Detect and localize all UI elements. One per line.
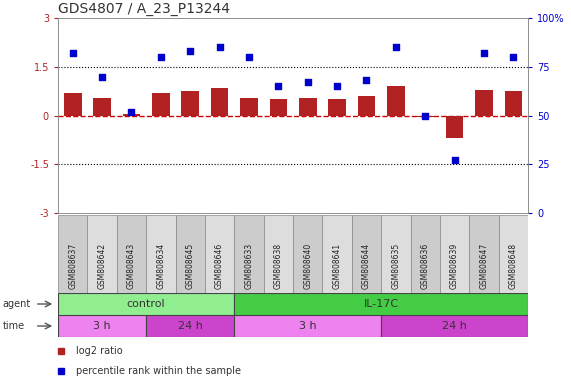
Bar xyxy=(469,215,498,293)
Text: 3 h: 3 h xyxy=(93,321,111,331)
Text: GSM808634: GSM808634 xyxy=(156,243,166,289)
Point xyxy=(186,48,195,54)
Bar xyxy=(446,116,464,138)
Bar xyxy=(299,98,316,116)
Point xyxy=(509,54,518,60)
Bar xyxy=(234,215,264,293)
Text: GSM808633: GSM808633 xyxy=(244,243,254,289)
Point xyxy=(450,157,459,164)
Text: percentile rank within the sample: percentile rank within the sample xyxy=(77,366,242,376)
Text: GSM808636: GSM808636 xyxy=(421,243,430,289)
Text: control: control xyxy=(127,299,166,309)
Point xyxy=(332,83,341,89)
Bar xyxy=(440,215,469,293)
Bar xyxy=(270,99,287,116)
Bar xyxy=(87,215,116,293)
Point xyxy=(98,73,107,79)
Text: 3 h: 3 h xyxy=(299,321,316,331)
Text: GSM808640: GSM808640 xyxy=(303,243,312,289)
Bar xyxy=(264,215,293,293)
Point xyxy=(421,113,430,119)
Bar xyxy=(240,98,258,116)
Point xyxy=(215,44,224,50)
Bar xyxy=(58,215,87,293)
Point xyxy=(480,50,489,56)
Bar xyxy=(146,315,234,337)
Text: GSM808646: GSM808646 xyxy=(215,243,224,289)
Text: GDS4807 / A_23_P13244: GDS4807 / A_23_P13244 xyxy=(58,2,230,16)
Text: GSM808637: GSM808637 xyxy=(68,243,77,289)
Point xyxy=(274,83,283,89)
Bar xyxy=(234,315,381,337)
Bar xyxy=(234,293,528,315)
Text: GSM808639: GSM808639 xyxy=(450,243,459,289)
Bar xyxy=(146,215,175,293)
Text: GSM808645: GSM808645 xyxy=(186,243,195,289)
Text: GSM808644: GSM808644 xyxy=(362,243,371,289)
Bar xyxy=(58,293,234,315)
Text: GSM808641: GSM808641 xyxy=(332,243,341,289)
Bar xyxy=(498,215,528,293)
Bar xyxy=(123,114,140,116)
Point xyxy=(244,54,254,60)
Text: GSM808643: GSM808643 xyxy=(127,243,136,289)
Point xyxy=(127,109,136,115)
Text: GSM808642: GSM808642 xyxy=(98,243,107,289)
Text: 24 h: 24 h xyxy=(178,321,203,331)
Text: GSM808638: GSM808638 xyxy=(274,243,283,289)
Bar xyxy=(64,93,82,116)
Bar xyxy=(211,88,228,116)
Bar xyxy=(475,89,493,116)
Point xyxy=(362,77,371,83)
Text: agent: agent xyxy=(3,299,31,309)
Bar xyxy=(381,315,528,337)
Bar xyxy=(205,215,234,293)
Text: GSM808648: GSM808648 xyxy=(509,243,518,289)
Point xyxy=(303,79,312,85)
Bar xyxy=(293,215,323,293)
Bar xyxy=(93,98,111,116)
Point xyxy=(391,44,400,50)
Bar xyxy=(381,215,411,293)
Bar xyxy=(152,93,170,116)
Bar xyxy=(416,116,434,117)
Bar xyxy=(352,215,381,293)
Text: GSM808647: GSM808647 xyxy=(480,243,488,289)
Text: IL-17C: IL-17C xyxy=(364,299,399,309)
Point xyxy=(156,54,166,60)
Text: time: time xyxy=(3,321,25,331)
Bar xyxy=(505,91,522,116)
Bar xyxy=(116,215,146,293)
Bar xyxy=(411,215,440,293)
Bar xyxy=(58,315,146,337)
Point xyxy=(68,50,77,56)
Bar xyxy=(387,86,405,116)
Bar xyxy=(323,215,352,293)
Text: log2 ratio: log2 ratio xyxy=(77,346,123,356)
Bar xyxy=(182,91,199,116)
Bar xyxy=(328,99,346,116)
Text: 24 h: 24 h xyxy=(442,321,467,331)
Bar xyxy=(357,96,375,116)
Text: GSM808635: GSM808635 xyxy=(391,243,400,289)
Bar xyxy=(175,215,205,293)
